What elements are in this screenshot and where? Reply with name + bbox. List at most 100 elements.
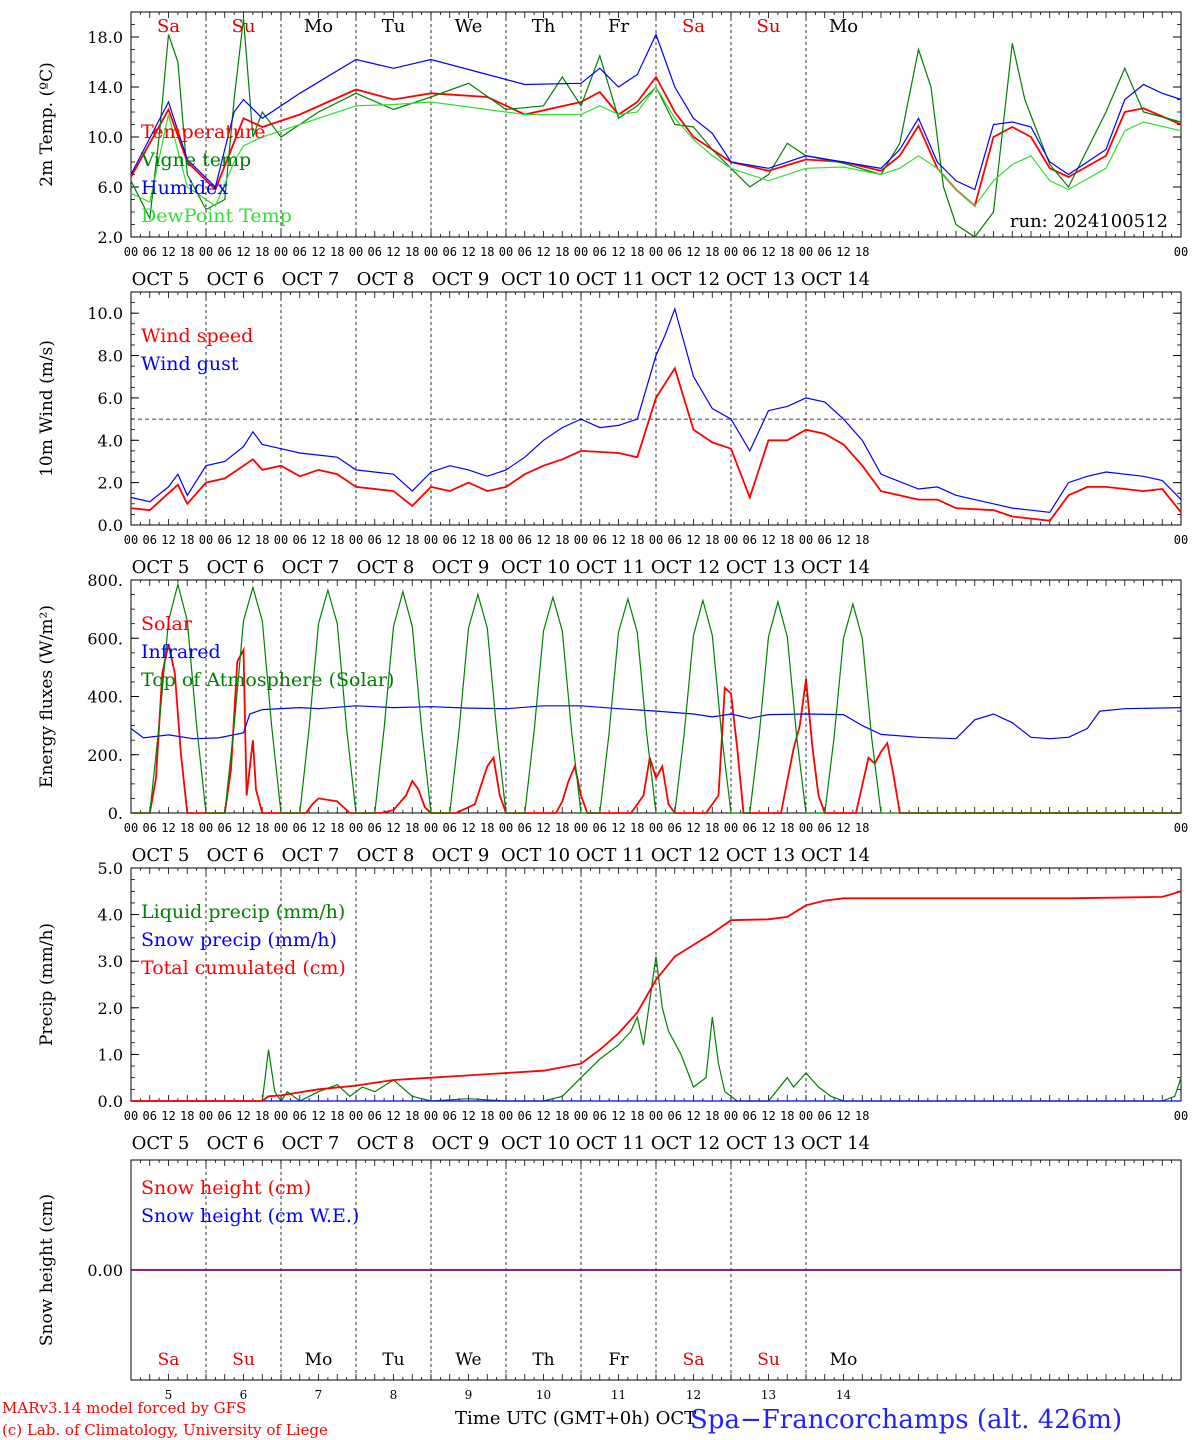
hour-tick-label: 00 (274, 1109, 288, 1123)
hour-tick-label: 06 (443, 821, 457, 835)
y-tick-label: 6.0 (98, 389, 123, 408)
hour-tick-label: 00 (199, 245, 213, 259)
hour-tick-label: 00 (124, 533, 138, 547)
hour-tick-label: 18 (330, 821, 344, 835)
hour-tick-label: 12 (161, 533, 175, 547)
y-axis-label: 10m Wind (m/s) (37, 340, 57, 477)
x-axis-label: Time UTC (GMT+0h) OCT (455, 1408, 696, 1429)
hour-tick-label: 00 (574, 533, 588, 547)
weekday-label: Su (232, 16, 256, 37)
site-title: Spa−Francorchamps (alt. 426m) (690, 1405, 1122, 1435)
hour-tick-label: 12 (236, 1109, 250, 1123)
date-label: OCT 6 (207, 845, 265, 866)
hour-tick-label: 06 (218, 533, 232, 547)
hour-tick-label: 12 (611, 245, 625, 259)
date-label: OCT 7 (282, 1133, 340, 1154)
weekday-label: Tu (382, 1350, 404, 1370)
date-label: OCT 7 (282, 845, 340, 866)
date-label: OCT 12 (651, 269, 720, 290)
hour-tick-label: 00 (424, 533, 438, 547)
day-number-label: 9 (465, 1388, 473, 1402)
hour-tick-label: 12 (611, 533, 625, 547)
y-tick-label: 3.0 (98, 952, 123, 971)
hour-tick-label: 00 (649, 245, 663, 259)
legend-entry: Wind speed (141, 325, 253, 347)
hour-tick-label: 18 (630, 821, 644, 835)
y-tick-label: 4.0 (98, 906, 123, 925)
date-label: OCT 6 (207, 557, 265, 578)
day-number-label: 13 (761, 1388, 776, 1402)
hour-tick-label: 06 (743, 1109, 757, 1123)
hour-tick-label: 12 (536, 821, 550, 835)
y-tick-label: 0.00 (87, 1261, 123, 1280)
hour-tick-label: 06 (293, 245, 307, 259)
y-tick-label: 2.0 (98, 228, 123, 247)
series-line (131, 582, 1181, 814)
day-number-label: 11 (611, 1388, 626, 1402)
hour-tick-label: 06 (518, 821, 532, 835)
date-label: OCT 12 (651, 1133, 720, 1154)
y-tick-label: 400. (87, 688, 123, 707)
weekday-label: Mo (304, 16, 333, 37)
date-label: OCT 9 (432, 557, 490, 578)
hour-tick-label: 00 (799, 533, 813, 547)
credit-line-2: (c) Lab. of Climatology, University of L… (2, 1421, 328, 1439)
y-axis-label: Energy fluxes (W/m²) (37, 605, 57, 788)
date-label: OCT 11 (576, 1133, 645, 1154)
hour-tick-label: 00 (574, 245, 588, 259)
hour-tick-label: 12 (836, 821, 850, 835)
date-label: OCT 5 (132, 557, 190, 578)
hour-tick-label: 12 (461, 821, 475, 835)
series-line (131, 890, 1182, 1102)
hour-tick-label: 00 (649, 533, 663, 547)
hour-tick-label: 00 (424, 1109, 438, 1123)
hour-tick-label: 18 (705, 245, 719, 259)
hour-tick-label: 06 (818, 533, 832, 547)
hour-tick-label: 06 (593, 245, 607, 259)
date-label: OCT 8 (357, 1133, 415, 1154)
hour-tick-label: 12 (836, 1109, 850, 1123)
date-label: OCT 10 (501, 557, 570, 578)
hour-tick-label: 12 (686, 1109, 700, 1123)
hour-tick-label: 18 (855, 533, 869, 547)
panel-4: 0.0 1.0 2.0 3.0 4.0 5.0 Precip (mm/h) Liquid pr… (37, 859, 1188, 1154)
weekday-label: Sa (682, 16, 705, 37)
hour-tick-label: 12 (836, 533, 850, 547)
hour-tick-label: 06 (218, 245, 232, 259)
hour-tick-label: 18 (180, 245, 194, 259)
hour-tick-label: 18 (855, 821, 869, 835)
hour-tick-label: 18 (255, 245, 269, 259)
y-tick-label: 18.0 (87, 28, 123, 47)
hour-tick-label: 12 (236, 533, 250, 547)
hour-tick-label: 12 (611, 821, 625, 835)
weekday-label: Su (757, 1350, 780, 1370)
date-label: OCT 11 (576, 845, 645, 866)
date-label: OCT 10 (501, 269, 570, 290)
hour-tick-label: 00 (799, 245, 813, 259)
series-line (130, 85, 1182, 207)
date-label: OCT 5 (132, 845, 190, 866)
weekday-label: Th (532, 1350, 554, 1370)
legend-entry: DewPoint Temp (141, 205, 292, 227)
hour-tick-label: 18 (255, 1109, 269, 1123)
legend-entry: Infrared (141, 641, 221, 663)
hour-tick-label: 18 (555, 245, 569, 259)
date-label: OCT 10 (501, 845, 570, 866)
legend-entry: Humidex (141, 177, 228, 199)
y-tick-label: 14.0 (87, 78, 123, 97)
hour-tick-label: 06 (443, 245, 457, 259)
hour-tick-label: 00 (574, 821, 588, 835)
legend-entry: Vigne temp (140, 149, 251, 171)
hour-tick-label: 12 (686, 533, 700, 547)
hour-tick-label: 18 (405, 1109, 419, 1123)
day-number-label: 10 (536, 1388, 551, 1402)
hour-tick-label: 00 (499, 245, 513, 259)
weekday-label: Su (757, 16, 781, 37)
hour-tick-label: 18 (405, 821, 419, 835)
date-label: OCT 9 (432, 1133, 490, 1154)
hour-tick-label: 00 (649, 821, 663, 835)
series-line (130, 366, 1182, 522)
hour-tick-label: 06 (668, 821, 682, 835)
hour-tick-label: 12 (386, 821, 400, 835)
hour-tick-label: 06 (293, 821, 307, 835)
